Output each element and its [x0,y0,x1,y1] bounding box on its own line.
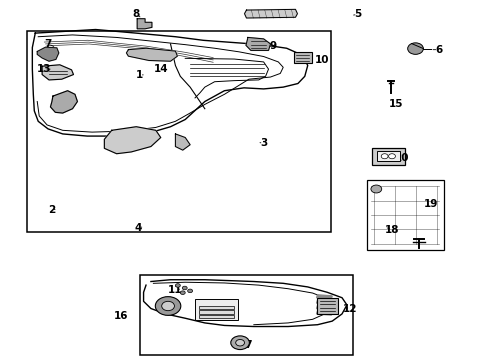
Text: 3: 3 [260,138,267,148]
Circle shape [371,185,382,193]
Circle shape [182,286,187,290]
Text: 17: 17 [239,340,253,350]
Polygon shape [37,47,59,61]
Circle shape [162,301,174,311]
Circle shape [389,154,395,159]
Circle shape [231,336,249,350]
Bar [372,148,405,165]
Bar [294,52,312,63]
Text: 7: 7 [44,39,52,49]
Bar [377,151,400,161]
Polygon shape [317,306,332,310]
Text: 6: 6 [435,45,442,55]
Polygon shape [317,300,332,304]
Polygon shape [246,37,270,50]
Circle shape [175,284,180,287]
Text: 5: 5 [354,9,361,19]
Text: 9: 9 [270,41,277,51]
Polygon shape [50,91,77,113]
Text: 18: 18 [385,225,399,235]
Circle shape [381,154,388,159]
Polygon shape [137,19,152,29]
Bar [140,275,353,355]
Text: 12: 12 [343,304,358,314]
Text: 16: 16 [114,311,129,321]
Circle shape [236,339,245,346]
Text: 2: 2 [48,204,55,215]
Text: 15: 15 [389,99,403,109]
Text: 10: 10 [315,55,330,66]
Polygon shape [42,65,74,80]
Bar [195,299,238,320]
Polygon shape [317,295,332,299]
Text: 1: 1 [136,70,143,80]
Bar [367,180,444,250]
Circle shape [408,43,423,54]
Text: 20: 20 [394,153,409,163]
Circle shape [180,291,185,294]
Text: 4: 4 [134,222,142,233]
Polygon shape [104,127,161,154]
Bar [199,310,234,314]
Polygon shape [245,9,297,18]
Text: 8: 8 [133,9,140,19]
Bar [27,31,331,232]
Text: 19: 19 [424,199,439,210]
Text: 11: 11 [168,285,183,295]
Bar [317,298,338,314]
Polygon shape [317,311,332,315]
Text: 14: 14 [153,64,168,74]
Circle shape [155,297,181,315]
Polygon shape [175,134,190,150]
Polygon shape [126,48,177,61]
Text: 13: 13 [37,64,51,74]
Bar [199,315,234,318]
Bar [199,306,234,309]
Circle shape [188,289,193,293]
